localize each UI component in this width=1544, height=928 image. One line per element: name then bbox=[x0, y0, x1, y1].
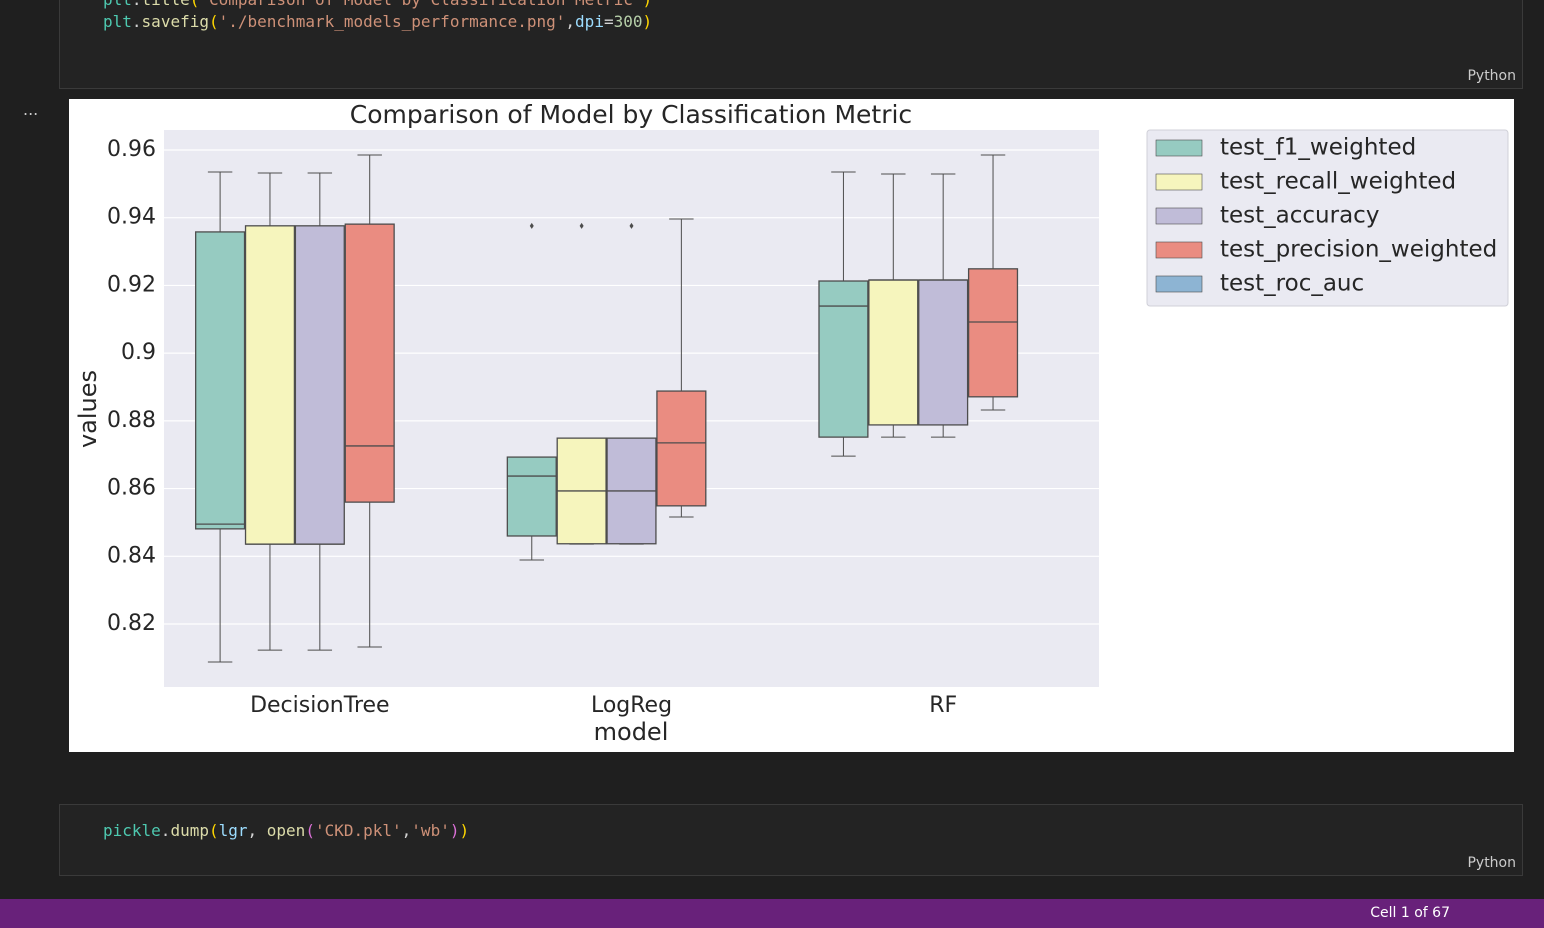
code-token: , bbox=[401, 821, 412, 840]
code-token: 'Comparison of Model by Classification M… bbox=[199, 0, 642, 9]
code-token: open bbox=[266, 821, 306, 840]
y-tick-label: 0.82 bbox=[107, 611, 156, 636]
box bbox=[244, 225, 296, 545]
code-token: savefig bbox=[141, 12, 209, 31]
code-token: 300 bbox=[613, 12, 643, 31]
code-token: dump bbox=[170, 821, 209, 840]
legend bbox=[1146, 129, 1509, 307]
code-line: pickle.dump(lgr, open('CKD.pkl','wb')) bbox=[103, 820, 469, 842]
box bbox=[344, 223, 395, 503]
legend-label: test_accuracy bbox=[1220, 203, 1379, 229]
code-token: './benchmark_models_performance.png' bbox=[218, 12, 566, 31]
code-token: ) bbox=[642, 12, 653, 31]
x-tick-label: DecisionTree bbox=[250, 693, 390, 718]
code-token: plt bbox=[103, 0, 132, 9]
legend-label: test_f1_weighted bbox=[1220, 135, 1416, 161]
code-token: dpi bbox=[575, 12, 604, 31]
box bbox=[506, 456, 557, 537]
legend-label: test_recall_weighted bbox=[1220, 169, 1456, 195]
code-token: , bbox=[565, 12, 576, 31]
code-token: ( bbox=[190, 0, 200, 9]
outlier bbox=[579, 222, 584, 229]
legend-label: test_roc_auc bbox=[1220, 271, 1364, 297]
status-bar: Cell 1 of 67 bbox=[0, 899, 1544, 928]
box bbox=[656, 390, 707, 507]
code-token: lgr bbox=[218, 821, 248, 840]
code-cell[interactable]: pickle.dump(lgr, open('CKD.pkl','wb')) P… bbox=[59, 804, 1523, 876]
code-token: . bbox=[132, 0, 142, 9]
code-token: 'wb' bbox=[411, 821, 450, 840]
code-token: ) bbox=[642, 0, 652, 9]
legend-swatch bbox=[1155, 207, 1203, 225]
y-tick-label: 0.9 bbox=[121, 340, 156, 365]
y-tick-label: 0.88 bbox=[107, 408, 156, 433]
code-token: plt bbox=[103, 12, 132, 31]
code-line: plt.title('Comparison of Model by Classi… bbox=[103, 0, 652, 11]
outlier bbox=[629, 222, 634, 229]
box bbox=[818, 280, 869, 438]
y-tick-label: 0.86 bbox=[107, 476, 156, 501]
output-menu[interactable]: ... bbox=[23, 100, 39, 119]
outlier bbox=[529, 222, 534, 229]
code-token: ( bbox=[208, 12, 219, 31]
y-tick-label: 0.94 bbox=[107, 205, 156, 230]
box bbox=[967, 268, 1019, 398]
code-token: . bbox=[131, 12, 142, 31]
y-tick-label: 0.96 bbox=[107, 137, 156, 162]
chart: Comparison of Model by Classification Me… bbox=[69, 99, 1514, 752]
code: plt.title('Comparison of Model by Classi… bbox=[103, 0, 652, 33]
box bbox=[294, 225, 345, 545]
code-token: = bbox=[603, 12, 614, 31]
y-axis-label: values bbox=[74, 370, 102, 448]
code-token: 'CKD.pkl' bbox=[314, 821, 402, 840]
y-tick-label: 0.84 bbox=[107, 543, 156, 568]
code-token: ) bbox=[449, 821, 460, 840]
code: pickle.dump(lgr, open('CKD.pkl','wb')) bbox=[103, 820, 469, 842]
y-tick-label: 0.92 bbox=[107, 272, 156, 297]
code-line: plt.savefig('./benchmark_models_performa… bbox=[103, 11, 652, 33]
legend-swatch bbox=[1155, 173, 1203, 191]
x-axis-label: model bbox=[594, 718, 669, 746]
x-tick-label: LogReg bbox=[591, 693, 672, 718]
legend-label: test_precision_weighted bbox=[1220, 237, 1497, 263]
code-token: . bbox=[160, 821, 171, 840]
box bbox=[868, 279, 919, 426]
code-token: ( bbox=[305, 821, 315, 840]
code-token: title bbox=[142, 0, 190, 9]
code-token: ) bbox=[459, 821, 470, 840]
legend-swatch bbox=[1155, 241, 1203, 259]
x-tick-label: RF bbox=[929, 693, 957, 718]
box bbox=[195, 231, 246, 530]
box bbox=[918, 279, 969, 426]
code-cell[interactable]: plt.title('Comparison of Model by Classi… bbox=[59, 0, 1523, 89]
code-token: ( bbox=[208, 821, 219, 840]
chart-title: Comparison of Model by Classification Me… bbox=[350, 100, 912, 129]
legend-swatch bbox=[1155, 139, 1203, 157]
language[interactable]: Python bbox=[1467, 855, 1516, 871]
legend-swatch bbox=[1155, 275, 1203, 293]
code-token: , bbox=[247, 821, 267, 840]
code-token: pickle bbox=[103, 821, 161, 840]
language[interactable]: Python bbox=[1467, 68, 1516, 84]
cell-position[interactable]: Cell 1 of 67 bbox=[1370, 905, 1450, 921]
